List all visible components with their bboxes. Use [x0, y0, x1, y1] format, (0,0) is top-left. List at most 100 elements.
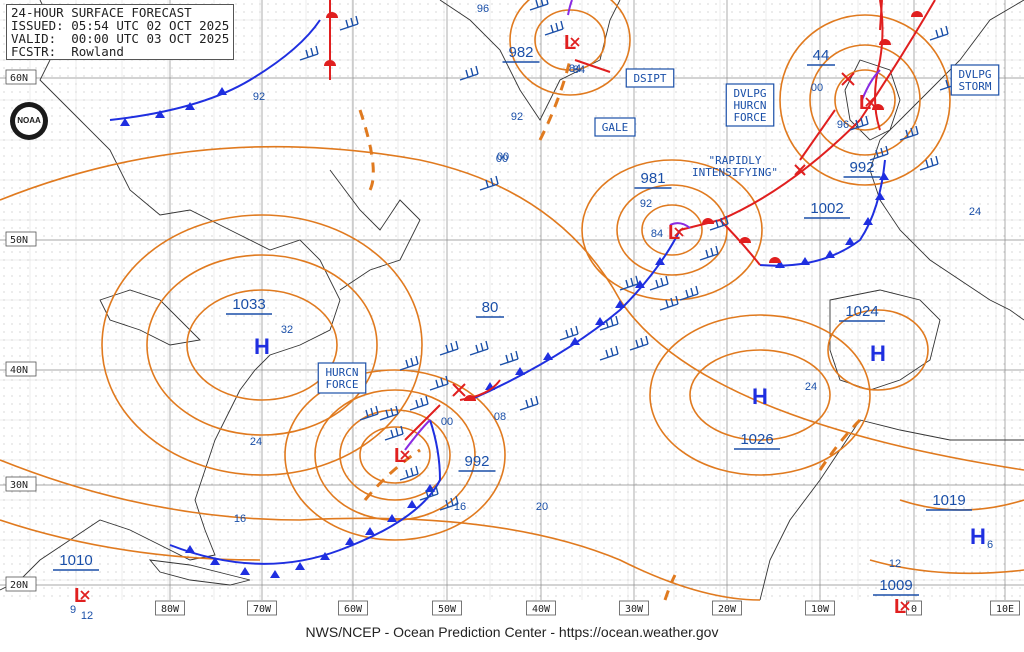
lon-label: 30W: [625, 604, 644, 615]
low-center-marker: L: [564, 32, 576, 54]
wind-barb: [399, 465, 419, 481]
lon-label: 80W: [161, 604, 180, 615]
cold-front-triangle: [863, 217, 873, 225]
lat-label: 20N: [10, 580, 28, 591]
cold-front-triangle: [825, 250, 835, 258]
cold-front-triangle: [365, 527, 375, 535]
wind-barb: [439, 495, 459, 511]
wind-barb: [429, 375, 449, 391]
isobar-label: 00: [441, 416, 453, 428]
cuba: [148, 559, 251, 586]
isobar-label: 08: [494, 411, 506, 423]
wind-barb: [659, 295, 679, 311]
wind-barb: [419, 485, 439, 501]
warm-front-semicircle: [739, 237, 751, 243]
warning-label: HURCN FORCE: [325, 366, 358, 391]
wind-barb: [299, 45, 319, 61]
isobar-label: 9: [70, 604, 76, 616]
wind-barb: [384, 425, 404, 441]
cold-front-triangle: [217, 87, 227, 95]
lat-label-box: [5, 69, 37, 85]
cold-front-triangle: [120, 118, 130, 126]
forecast-title: 24-HOUR SURFACE FORECAST: [11, 5, 192, 20]
wind-barb: [869, 145, 889, 161]
cold-front-triangle: [210, 557, 220, 565]
warm-front-semicircle: [872, 104, 884, 110]
wind-barb: [519, 395, 539, 411]
storm-tracks: [404, 0, 883, 441]
wind-barb: [649, 275, 669, 291]
lon-label: 0: [911, 604, 917, 615]
pressure-value: 1010: [59, 552, 92, 569]
wind-barb: [379, 405, 399, 421]
warm-front-semicircle: [324, 60, 336, 66]
wind-barbs: [299, 0, 959, 511]
cold-front-triangle: [845, 237, 855, 245]
wind-barb: [919, 155, 939, 171]
forecast-header: 24-HOUR SURFACE FORECAST ISSUED: 05:54 UT…: [6, 4, 235, 60]
cold-front-triangle: [185, 545, 195, 553]
wind-barb: [439, 340, 459, 356]
wind-barb: [409, 395, 429, 411]
wind-barb: [479, 175, 499, 191]
low-center-x: [865, 97, 875, 107]
cold-front-triangle: [155, 110, 165, 118]
isobar-label: 00: [497, 151, 509, 163]
high-center-marker: H: [254, 334, 270, 359]
africa-coast: [759, 419, 1024, 601]
isobars: [0, 0, 1024, 601]
isobar-label: 00: [496, 153, 508, 165]
lat-lon-grid: [0, 0, 1024, 600]
cold-front-triangle: [515, 367, 525, 375]
lat-label: 50N: [10, 235, 28, 246]
isobar-label: 12: [81, 610, 93, 622]
warm-front-semicircle: [879, 39, 891, 45]
wind-barb: [679, 285, 699, 301]
lon-label-box: [712, 600, 742, 616]
wind-barb: [469, 340, 489, 356]
warm-front-semicircle: [464, 395, 476, 401]
isobar-label: 00: [811, 82, 823, 94]
lon-label: 10E: [996, 604, 1014, 615]
lon-label-box: [155, 600, 185, 616]
low-center-marker: L: [74, 585, 86, 607]
pressure-value: 1009: [879, 577, 912, 594]
low-center-x: [80, 590, 90, 600]
isobar-label: 96: [837, 119, 849, 131]
lon-label-box: [526, 600, 556, 616]
wind-barb: [399, 355, 419, 371]
iberia-coast: [829, 289, 941, 391]
warning-label: DVLPG HURCN FORCE: [733, 87, 766, 124]
lat-label: 30N: [10, 480, 28, 491]
forecaster-name: FCSTR: Rowland: [11, 44, 124, 59]
cold-front-triangle: [543, 352, 553, 360]
isobar-label: 92: [511, 111, 523, 123]
pressure-value: 44: [813, 47, 830, 64]
warm-front-semicircle: [911, 11, 923, 17]
isobar-label: 6: [987, 539, 993, 551]
high-center-marker: H: [752, 384, 768, 409]
pressure-value: 982: [508, 44, 533, 61]
occluded-fronts: [404, 0, 881, 451]
lat-label: 40N: [10, 365, 28, 376]
warning-box: [317, 362, 367, 394]
cold-front-triangle: [295, 562, 305, 570]
lat-label-box: [5, 476, 37, 492]
lon-label-box: [338, 600, 368, 616]
forecast-position-marks: [452, 72, 855, 397]
british-isles: [844, 59, 901, 141]
issued-time: ISSUED: 05:54 UTC 02 OCT 2025: [11, 18, 230, 33]
great-lakes: [99, 289, 201, 346]
isobar-label: 92: [253, 91, 265, 103]
lat-label: 60N: [10, 73, 28, 84]
cold-front-triangle: [425, 484, 435, 492]
north-america-coast: [0, 0, 341, 591]
cold-front-triangle: [570, 337, 580, 345]
wind-barb: [359, 405, 379, 421]
lon-label-box: [990, 600, 1020, 616]
isobar-label: 12: [889, 558, 901, 570]
low-center-x: [570, 37, 580, 47]
warning-box: [950, 64, 1000, 96]
high-center-marker: H: [970, 524, 986, 549]
pressure-value: 981: [640, 170, 665, 187]
